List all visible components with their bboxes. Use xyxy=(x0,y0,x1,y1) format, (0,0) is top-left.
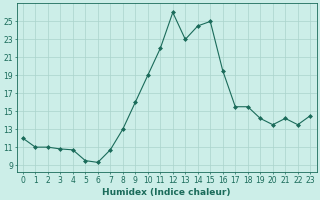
X-axis label: Humidex (Indice chaleur): Humidex (Indice chaleur) xyxy=(102,188,231,197)
